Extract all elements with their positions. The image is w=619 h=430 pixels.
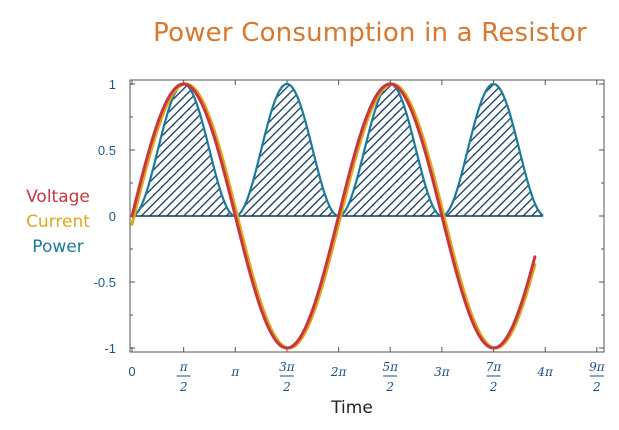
legend-voltage: Voltage	[26, 187, 90, 207]
y-tick-label: 0.5	[98, 143, 116, 158]
x-tick-label: 3π	[434, 365, 451, 379]
chart-title: Power Consumption in a Resistor	[153, 18, 587, 48]
series-current-line	[130, 82, 537, 350]
x-tick-numerator: 7π	[486, 360, 503, 374]
x-tick-denominator: 2	[385, 380, 394, 394]
x-tick-numerator: π	[179, 360, 189, 374]
y-tick-label: 1	[109, 77, 116, 92]
x-tick-numerator: 5π	[382, 360, 399, 374]
y-tick-label: -1	[104, 341, 116, 356]
x-axis-label: Time	[331, 398, 373, 418]
x-tick-denominator: 2	[592, 380, 601, 394]
x-tick-numerator: 3π	[279, 360, 296, 374]
x-tick-label: 2π	[330, 365, 348, 379]
y-tick-label: -0.5	[94, 275, 116, 290]
x-tick-label: π	[230, 365, 240, 379]
x-tick-denominator: 2	[489, 380, 498, 394]
x-tick-denominator: 2	[179, 380, 188, 394]
chart-legend: Voltage Current Power	[8, 185, 108, 260]
series-voltage-line	[130, 82, 537, 350]
x-tick-denominator: 2	[282, 380, 291, 394]
legend-power: Power	[32, 237, 84, 257]
x-tick-label: 4π	[536, 365, 554, 379]
legend-current: Current	[26, 212, 90, 232]
x-tick-numerator: 9π	[589, 360, 606, 374]
x-tick-label: 0	[128, 364, 135, 379]
y-tick-label: 0	[109, 209, 116, 224]
